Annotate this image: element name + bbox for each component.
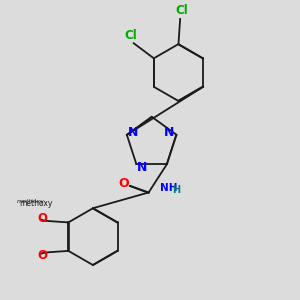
Text: methoxy: methoxy bbox=[16, 199, 44, 204]
Text: Cl: Cl bbox=[176, 4, 188, 17]
Text: N: N bbox=[164, 126, 174, 139]
Text: O: O bbox=[38, 249, 48, 262]
Text: O: O bbox=[119, 177, 130, 190]
Text: methoxy: methoxy bbox=[19, 199, 52, 208]
Text: H: H bbox=[172, 185, 180, 195]
Text: N: N bbox=[137, 161, 148, 174]
Text: Cl: Cl bbox=[124, 28, 137, 42]
Text: O: O bbox=[38, 212, 48, 225]
Text: NH: NH bbox=[160, 184, 178, 194]
Text: N: N bbox=[128, 126, 139, 139]
